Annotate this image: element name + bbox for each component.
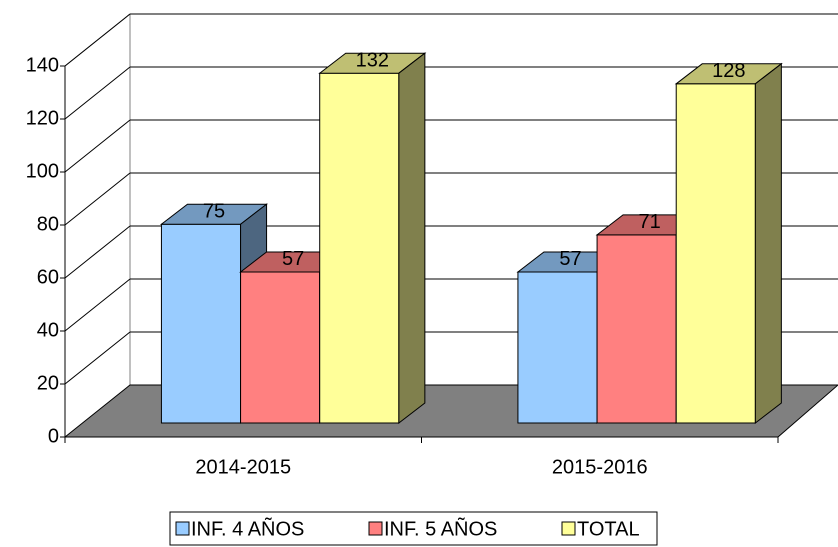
y-tick-label: 100 (26, 160, 59, 182)
bar-front (675, 83, 756, 424)
y-tick-label: 0 (48, 425, 59, 447)
bar-side (754, 62, 782, 425)
y-tick-label: 40 (37, 319, 59, 341)
bar-front (517, 271, 598, 424)
data-label: 128 (712, 60, 745, 82)
grid-line (64, 225, 131, 279)
data-label: 71 (639, 211, 661, 233)
data-label: 132 (356, 49, 389, 71)
legend (169, 511, 658, 546)
bar-front (160, 223, 242, 424)
x-tick-label: 2015-2016 (552, 456, 648, 478)
grid-line (64, 331, 131, 385)
grid-line (64, 119, 131, 173)
legend-label: TOTAL (577, 518, 640, 540)
bars (159, 52, 783, 425)
y-tick-label: 140 (26, 54, 59, 76)
legend-label: INF. 4 AÑOS (191, 516, 304, 540)
y-tick-label: 80 (37, 213, 59, 235)
data-label: 57 (559, 248, 581, 270)
y-tick-label: 120 (26, 107, 59, 129)
bar-side (398, 52, 426, 425)
bar (318, 52, 427, 425)
bar-front (319, 72, 400, 424)
bar-front (240, 271, 321, 424)
legend-swatch (561, 521, 576, 536)
grid-line (64, 66, 131, 120)
legend-label: INF. 5 AÑOS (384, 516, 497, 540)
grid-line (64, 13, 131, 67)
bar-front (596, 234, 677, 424)
grid-line (64, 278, 131, 332)
data-label: 57 (282, 248, 304, 270)
legend-swatch (368, 521, 383, 536)
legend-swatch (175, 521, 190, 536)
x-tick-label: 2014-2015 (195, 456, 291, 478)
data-label: 75 (203, 201, 225, 223)
y-tick-label: 60 (37, 266, 59, 288)
grid-line (64, 172, 131, 226)
bar (674, 62, 783, 425)
y-tick-label: 20 (37, 372, 59, 394)
